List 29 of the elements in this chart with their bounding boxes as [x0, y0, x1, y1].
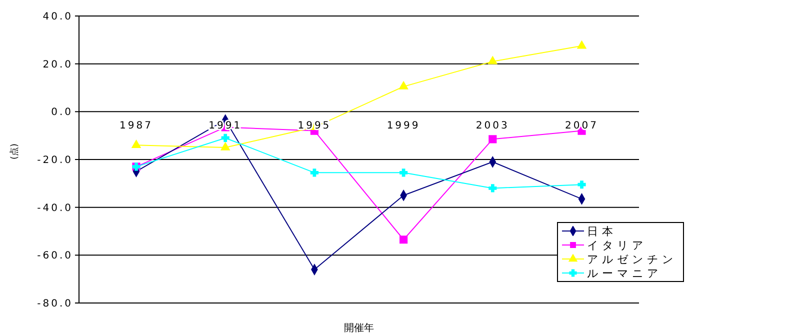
legend-label: 日本 — [587, 224, 617, 238]
point — [399, 81, 408, 90]
point — [400, 236, 408, 244]
point — [488, 56, 498, 64]
legend-label: ルーマニア — [587, 266, 662, 280]
y-tick-label: 0.0 — [51, 107, 73, 118]
y-tick-label: -20.0 — [37, 155, 73, 166]
x-tick-label: 2003 — [476, 120, 510, 132]
x-tick-label: 1999 — [386, 120, 420, 132]
y-tick-label: 40.0 — [42, 12, 73, 23]
y-tick-label: -60.0 — [37, 250, 73, 262]
point — [220, 142, 230, 150]
point — [400, 168, 408, 177]
legend-label: イタリア — [587, 238, 647, 252]
point — [221, 134, 230, 142]
point — [310, 168, 318, 177]
point — [488, 135, 497, 144]
point — [132, 140, 141, 148]
point — [488, 184, 497, 192]
point — [578, 180, 586, 189]
y-tick-label: -80.0 — [37, 298, 73, 310]
x-axis-title: 開催年 — [344, 322, 374, 334]
y-tick-label: 20.0 — [42, 59, 73, 70]
y-axis-title: (点) — [9, 143, 20, 160]
y-tick-label: -40.0 — [37, 202, 73, 214]
x-tick-label: 1987 — [120, 120, 153, 132]
point — [577, 40, 586, 49]
x-tick-label: 2007 — [565, 120, 598, 132]
legend-label: アルゼンチン — [587, 252, 677, 266]
